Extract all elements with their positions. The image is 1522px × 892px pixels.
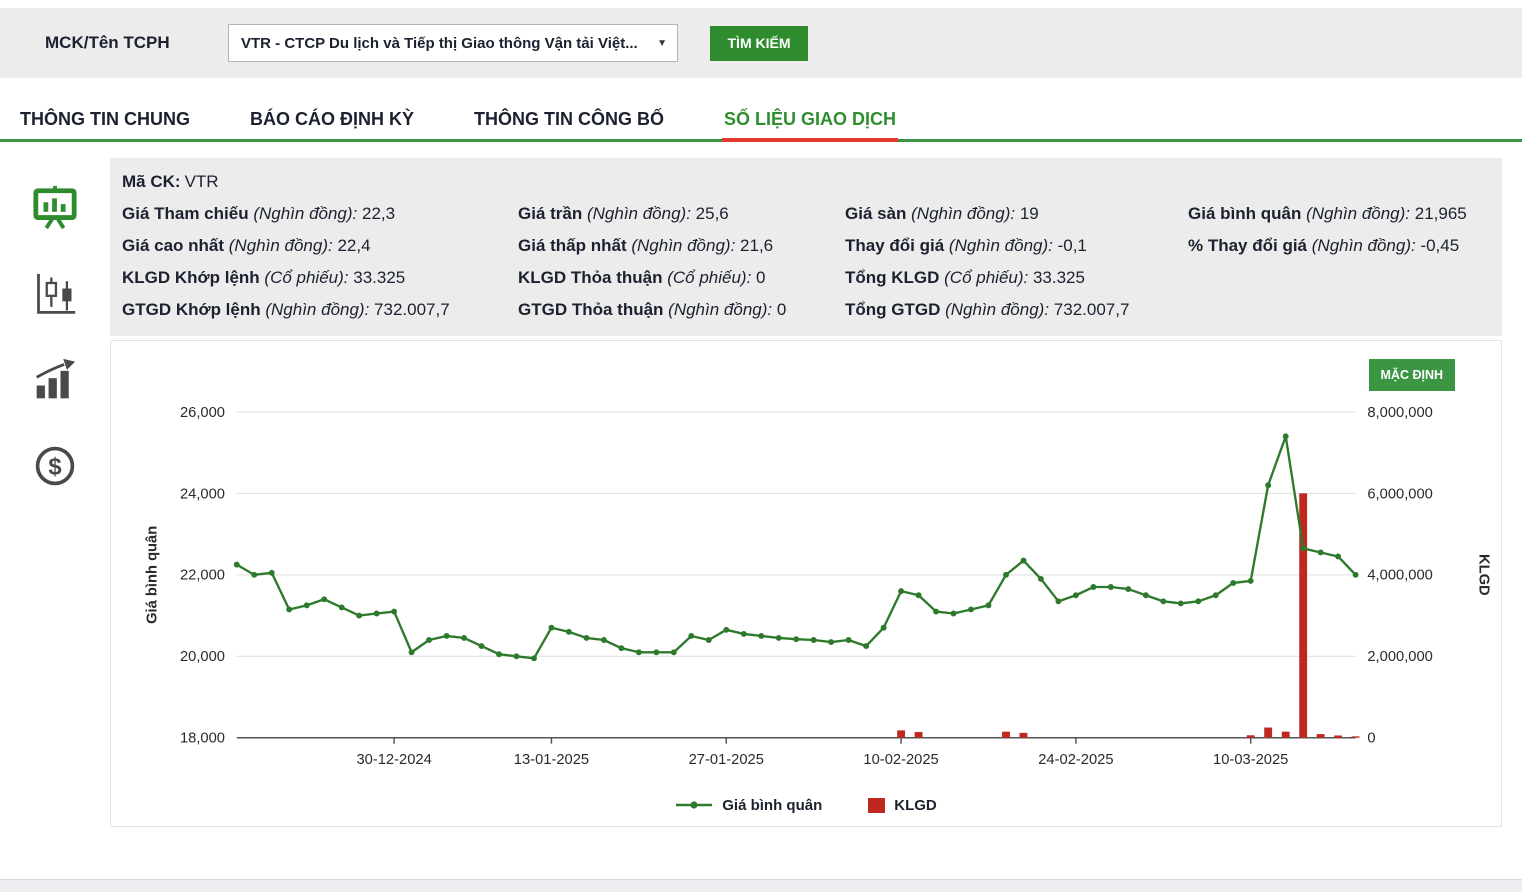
summary-grid: Giá Tham chiếu (Nghìn đồng): 22,3 Giá trầ… xyxy=(122,204,1490,320)
summary-cell: Thay đổi giá (Nghìn đồng): -0,1 xyxy=(845,236,1087,255)
summary-cell: Giá cao nhất (Nghìn đồng): 22,4 xyxy=(122,236,371,255)
summary-cell-empty xyxy=(1188,300,1490,320)
svg-text:$: $ xyxy=(48,453,61,480)
default-button[interactable]: MẶC ĐỊNH xyxy=(1368,359,1455,391)
svg-text:0: 0 xyxy=(1367,731,1375,747)
summary-cell: Giá thấp nhất (Nghìn đồng): 21,6 xyxy=(518,236,774,255)
svg-text:10-03-2025: 10-03-2025 xyxy=(1213,752,1288,768)
summary-cell: Giá Tham chiếu (Nghìn đồng): 22,3 xyxy=(122,204,396,223)
candlestick-chart-icon xyxy=(37,273,76,314)
line-swatch xyxy=(676,801,713,809)
svg-text:24-02-2025: 24-02-2025 xyxy=(1038,752,1113,768)
svg-text:8,000,000: 8,000,000 xyxy=(1367,405,1432,421)
main-column: Mã CK: VTR Giá Tham chiếu (Nghìn đồng): 2… xyxy=(110,158,1502,827)
svg-text:18,000: 18,000 xyxy=(180,731,225,747)
summary-cell: KLGD Thỏa thuận (Cổ phiếu): 0 xyxy=(518,268,766,287)
chart-legend: Giá bình quân KLGD xyxy=(119,795,1493,822)
tab-thong-tin-chung[interactable]: THÔNG TIN CHUNG xyxy=(20,109,190,129)
svg-text:22,000: 22,000 xyxy=(180,568,225,584)
bar-chart-growth-icon xyxy=(35,358,76,399)
ticker-row: Mã CK: VTR xyxy=(122,172,1490,192)
svg-text:4,000,000: 4,000,000 xyxy=(1367,568,1432,584)
right-axis-label: KLGD xyxy=(1475,554,1491,596)
summary-cell: KLGD Khớp lệnh (Cổ phiếu): 33.325 xyxy=(122,268,406,287)
summary-cell: % Thay đổi giá (Nghìn đồng): -0,45 xyxy=(1188,236,1460,255)
svg-text:27-01-2025: 27-01-2025 xyxy=(689,752,764,768)
ticker-label: Mã CK: xyxy=(122,172,181,191)
svg-text:26,000: 26,000 xyxy=(180,405,225,421)
ticker-dropdown-value: VTR - CTCP Du lịch và Tiếp thị Giao thôn… xyxy=(241,34,638,52)
search-label: MCK/Tên TCPH xyxy=(45,33,170,52)
svg-text:30-12-2024: 30-12-2024 xyxy=(356,752,431,768)
legend-item-price: Giá bình quân xyxy=(675,797,822,814)
left-axis-label: Giá bình quân xyxy=(144,526,160,624)
svg-text:6,000,000: 6,000,000 xyxy=(1367,486,1432,502)
search-bar: MCK/Tên TCPH VTR - CTCP Du lịch và Tiếp … xyxy=(0,8,1522,78)
summary-cell: Giá trần (Nghìn đồng): 25,6 xyxy=(518,204,729,223)
svg-text:10-02-2025: 10-02-2025 xyxy=(863,752,938,768)
summary-cell-empty xyxy=(1188,268,1490,288)
ticker-dropdown[interactable]: VTR - CTCP Du lịch và Tiếp thị Giao thôn… xyxy=(228,24,678,62)
summary-cell: Giá bình quân (Nghìn đồng): 21,965 xyxy=(1188,204,1467,223)
summary-cell: Tổng KLGD (Cổ phiếu): 33.325 xyxy=(845,268,1085,287)
ticker-value: VTR xyxy=(184,172,219,191)
bar-swatch xyxy=(868,797,886,813)
tab-bar: THÔNG TIN CHUNG BÁO CÁO ĐỊNH KỲ THÔNG TIN … xyxy=(0,100,1522,142)
summary-cell: GTGD Thỏa thuận (Nghìn đồng): 0 xyxy=(518,300,787,319)
svg-text:24,000: 24,000 xyxy=(180,486,225,502)
content: $ Mã CK: VTR Giá Tham chiếu (Nghìn đồng):… xyxy=(0,158,1522,827)
money-circle-icon: $ xyxy=(35,446,75,486)
sidebar-item-candlestick-chart[interactable] xyxy=(33,272,77,316)
sidebar-item-presentation-chart[interactable] xyxy=(32,184,78,230)
summary-cell: GTGD Khớp lệnh (Nghìn đồng): 732.007,7 xyxy=(122,300,450,319)
tab-so-lieu-giao-dich[interactable]: SỐ LIỆU GIAO DỊCH xyxy=(722,100,899,142)
legend-price-label: Giá bình quân xyxy=(722,796,823,814)
chevron-down-icon: ▼ xyxy=(657,37,667,49)
price-volume-chart: 18,000 20,000 22,000 24,000 26,000 0 2,000,000… xyxy=(144,405,1491,768)
sidebar-item-money-circle[interactable]: $ xyxy=(33,444,77,488)
tab-thong-tin-cong-bo[interactable]: THÔNG TIN CÔNG BỐ xyxy=(474,109,665,129)
summary-panel: Mã CK: VTR Giá Tham chiếu (Nghìn đồng): 2… xyxy=(110,158,1502,336)
legend-item-volume: KLGD xyxy=(868,797,937,814)
summary-cell: Giá sàn (Nghìn đồng): 19 xyxy=(845,204,1039,223)
horizontal-scrollbar[interactable] xyxy=(0,879,1522,892)
svg-text:20,000: 20,000 xyxy=(180,649,225,665)
tab-bao-cao-dinh-ky[interactable]: BÁO CÁO ĐỊNH KỲ xyxy=(250,109,415,129)
svg-text:13-01-2025: 13-01-2025 xyxy=(514,752,589,768)
presentation-chart-icon xyxy=(33,185,77,230)
chart-panel: MẶC ĐỊNH 18,000 20,000 22,000 24,000 26,000 0… xyxy=(110,340,1502,827)
sidebar: $ xyxy=(0,158,110,827)
search-button[interactable]: TÌM KIẾM xyxy=(710,25,808,61)
svg-text:2,000,000: 2,000,000 xyxy=(1367,649,1432,665)
legend-volume-label: KLGD xyxy=(894,796,937,814)
sidebar-item-bar-chart-growth[interactable] xyxy=(33,358,77,402)
summary-cell: Tổng GTGD (Nghìn đồng): 732.007,7 xyxy=(845,300,1130,319)
